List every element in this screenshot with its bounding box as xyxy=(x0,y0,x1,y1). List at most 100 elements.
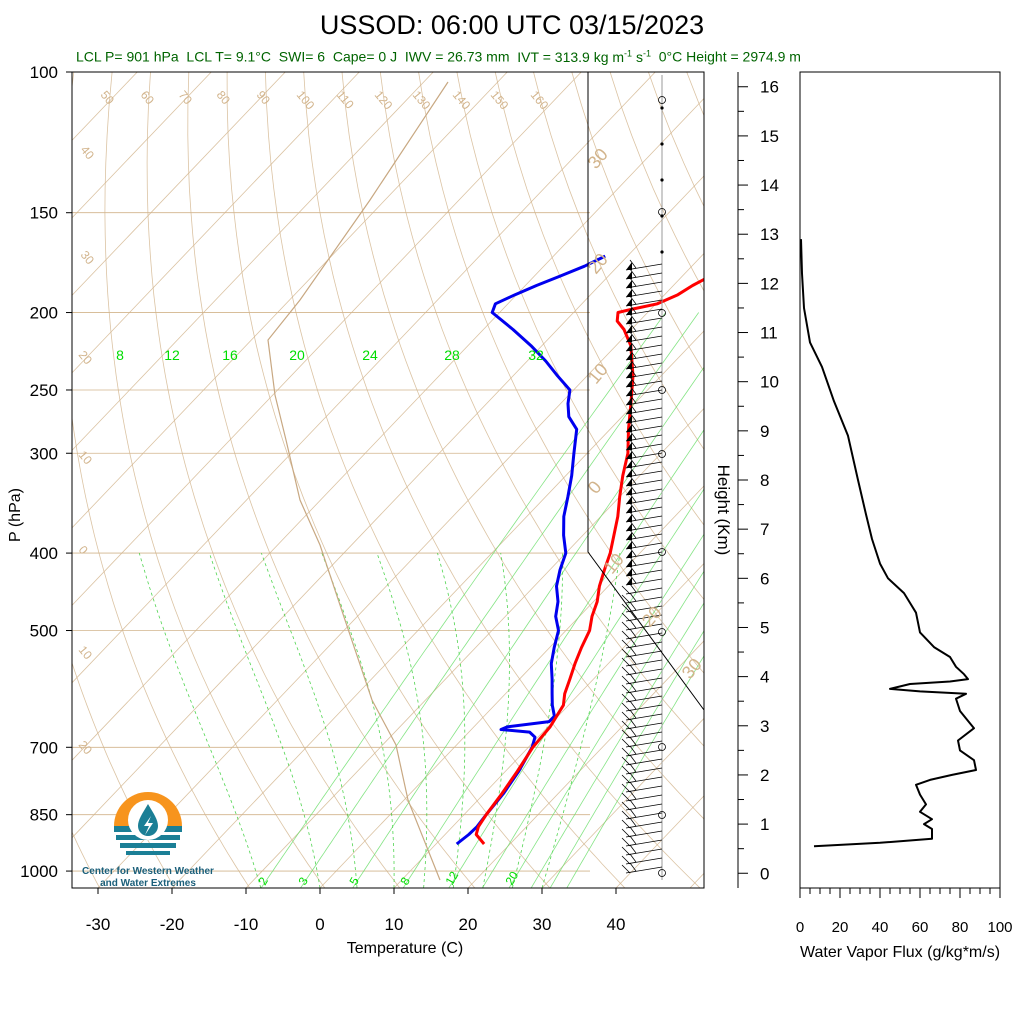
isotherm-line xyxy=(72,72,286,296)
logo-emblem-icon xyxy=(114,792,182,855)
wind-barb xyxy=(625,457,663,469)
isotherm-line xyxy=(171,330,704,888)
dry-adiabat-line xyxy=(0,72,25,888)
pressure-tick-label: 400 xyxy=(30,544,58,563)
mixing-ratio-line xyxy=(566,655,704,888)
wind-barb xyxy=(621,808,663,820)
isotherm-line xyxy=(615,795,704,888)
temperature-tick-label: 10 xyxy=(385,915,404,934)
pressure-tick-label: 250 xyxy=(30,381,58,400)
wind-barb xyxy=(621,727,663,739)
theta-label: 140 xyxy=(450,88,474,113)
dry-adiabat-line xyxy=(725,72,1024,888)
theta-label: 90 xyxy=(254,88,274,107)
dry-adiabat-line xyxy=(571,72,704,373)
theta-label: 150 xyxy=(488,88,512,113)
isotherm-line xyxy=(72,72,434,451)
pressure-tick-label: 100 xyxy=(30,63,58,82)
swi-value: SWI= 6 xyxy=(278,48,326,65)
wind-barb xyxy=(621,682,663,694)
theta-label: 120 xyxy=(372,88,396,113)
isotherm-line xyxy=(245,407,704,888)
dry-adiabat-line xyxy=(802,72,1024,888)
isotherm-label: 0 xyxy=(76,543,91,557)
wind-barb xyxy=(625,574,663,586)
isotherm-label: 40 xyxy=(78,143,98,162)
wind-barb xyxy=(625,439,663,451)
wind-barb xyxy=(625,259,663,271)
parcel-path xyxy=(267,81,449,881)
dry-adiabat-line xyxy=(104,72,326,888)
wind-barb xyxy=(625,367,663,379)
temperature-tick-label: 40 xyxy=(607,915,626,934)
wind-barb xyxy=(621,781,663,793)
temperature-line xyxy=(474,277,704,845)
temperature-axis-label: Temperature (C) xyxy=(347,940,463,957)
theta-label: 110 xyxy=(334,88,357,112)
wind-barb xyxy=(621,736,663,748)
wind-barb xyxy=(621,790,663,802)
wind-barb xyxy=(625,322,663,334)
mixing-ratio-label: 12 xyxy=(442,869,461,888)
wind-barb xyxy=(625,412,663,424)
wind-barb xyxy=(621,655,663,667)
pressure-level-marker xyxy=(658,208,666,216)
pressure-level-marker xyxy=(658,450,666,458)
wind-barb xyxy=(621,664,663,676)
moist-adiabat-line xyxy=(512,553,563,888)
isotherm-line xyxy=(72,97,704,761)
dry-adiabat-line xyxy=(418,72,704,674)
moist-adiabat-line xyxy=(376,552,428,888)
theta-label: 80 xyxy=(214,88,234,107)
mixing-ratio-label: 12 xyxy=(164,347,180,363)
mixing-ratio-label: 28 xyxy=(444,347,460,363)
isotherm-line xyxy=(72,72,582,606)
mixing-ratio-line xyxy=(508,570,704,888)
speed-ring-label: 30 xyxy=(678,654,706,682)
dry-adiabat-line xyxy=(265,72,626,888)
wind-barb xyxy=(625,475,663,487)
lcl-pressure: LCL P= 901 hPa xyxy=(76,48,179,65)
wind-barb xyxy=(621,826,663,838)
isotherm-line xyxy=(72,72,360,374)
temperature-tick-label: -30 xyxy=(86,915,111,934)
cw3e-logo: Center for Western Weather and Water Ext… xyxy=(72,780,224,890)
wind-barb xyxy=(625,547,663,559)
wind-barb xyxy=(625,331,663,343)
pressure-tick-label: 200 xyxy=(30,304,58,323)
wind-barb xyxy=(625,529,663,541)
dry-adiabat-line xyxy=(226,72,551,888)
isotherm-label: 10 xyxy=(76,643,96,662)
pressure-level-marker xyxy=(658,628,666,636)
wind-barb xyxy=(621,772,663,784)
dry-adiabat-line xyxy=(494,72,704,526)
pressure-level-marker xyxy=(658,743,666,751)
wind-barb xyxy=(621,700,663,712)
theta-label: 160 xyxy=(528,88,552,113)
wind-barb xyxy=(625,277,663,289)
dry-adiabat-line xyxy=(878,72,1024,888)
pressure-level-marker xyxy=(658,386,666,394)
isotherm-line xyxy=(72,72,508,529)
isotherm-label: 30 xyxy=(78,248,98,267)
isotherm-line xyxy=(97,252,704,888)
isotherm-line xyxy=(72,72,656,684)
pressure-tick-label: 700 xyxy=(30,738,58,757)
wind-barb xyxy=(625,511,663,523)
pressure-tick-label: 1000 xyxy=(20,862,58,881)
isotherm-line xyxy=(72,175,704,839)
wind-barb xyxy=(625,493,663,505)
speed-ring-label: 0 xyxy=(584,477,606,498)
iwv-value: IWV = 26.73 mm xyxy=(404,48,510,65)
mixing-ratio-line xyxy=(549,630,704,888)
dry-adiabat-line xyxy=(840,72,1024,888)
wind-barb xyxy=(625,403,663,415)
theta-label: 50 xyxy=(98,88,118,107)
wind-barb xyxy=(625,556,663,568)
wind-barb xyxy=(621,817,663,829)
pressure-level-marker xyxy=(658,96,666,104)
moist-adiabat-line xyxy=(437,552,466,888)
mixing-ratio-line xyxy=(482,533,704,888)
zero-degree-height: 0°C Height = 2974.9 m xyxy=(658,48,801,65)
